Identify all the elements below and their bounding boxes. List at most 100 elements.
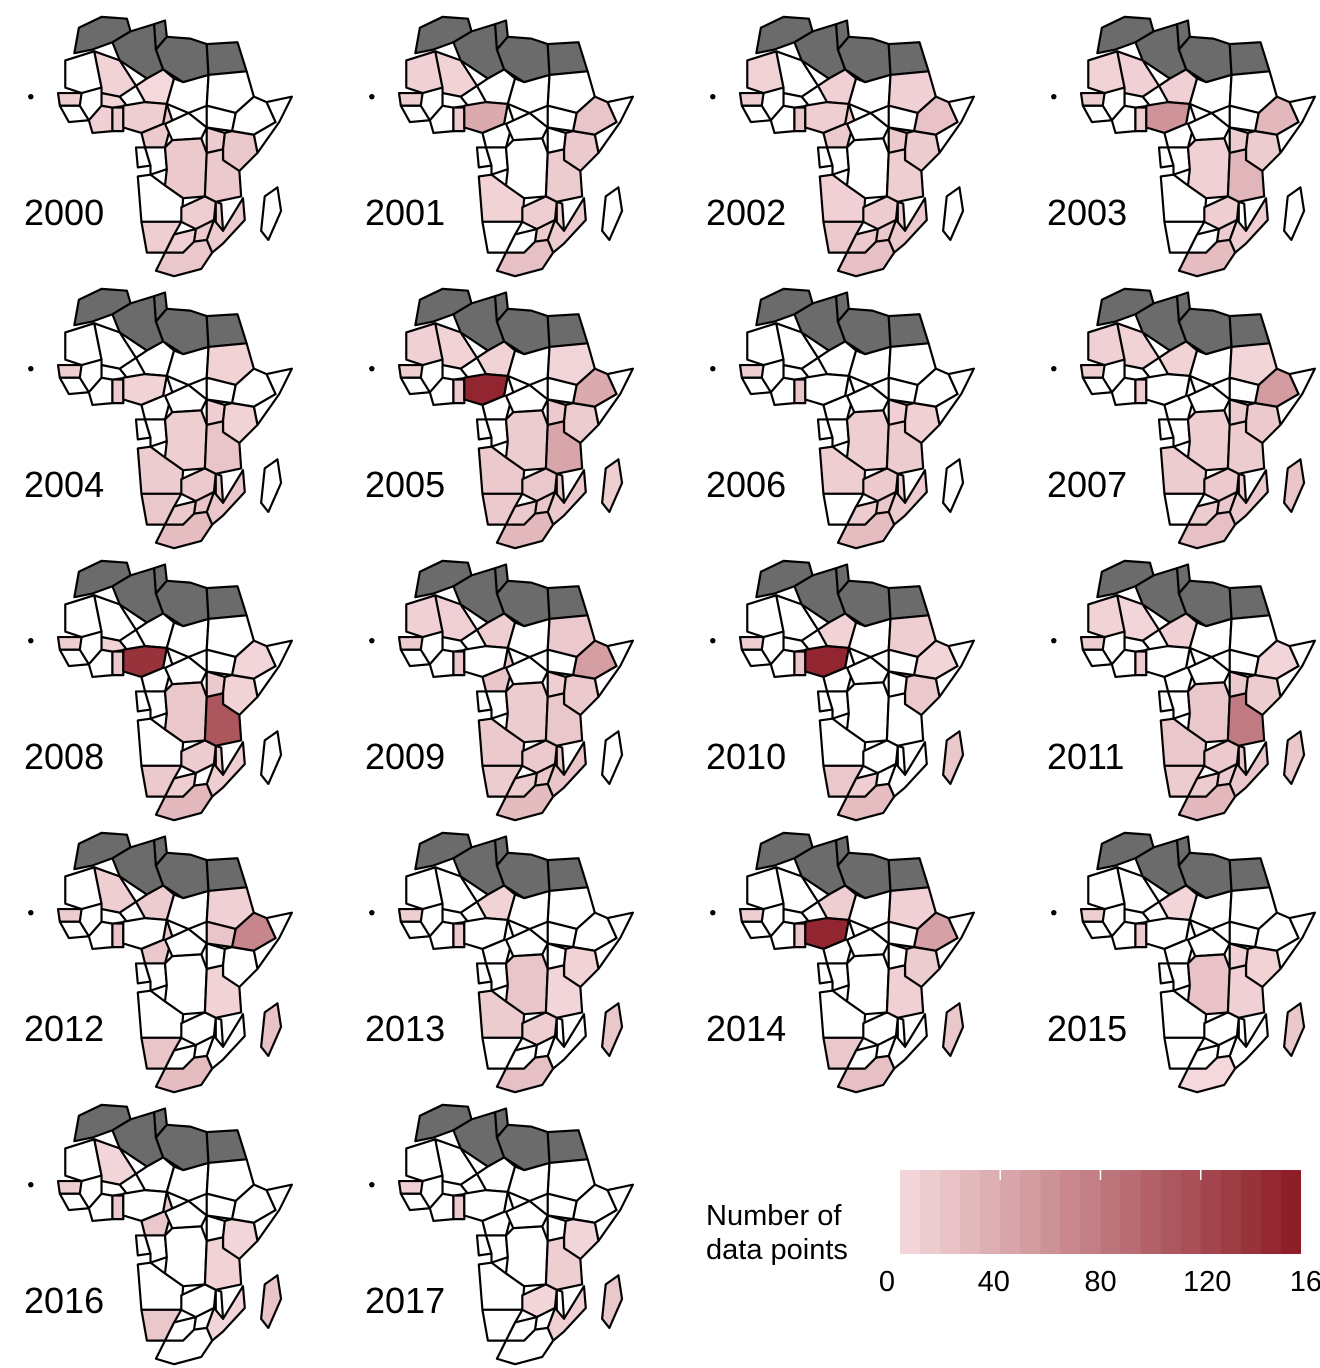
country-car: [163, 1199, 208, 1230]
country-mauritania: [405, 1138, 444, 1183]
africa-map: [28, 559, 294, 822]
country-mauritania: [1087, 594, 1126, 639]
country-mauritania: [1087, 322, 1126, 367]
country-guinea: [58, 920, 90, 940]
country-egypt: [887, 313, 930, 348]
country-car: [845, 111, 890, 142]
map-panel-2009: 2009: [341, 550, 671, 822]
map-panel-2013: 2013: [341, 822, 671, 1094]
country-mauritania: [64, 866, 103, 911]
year-label: 2004: [24, 464, 105, 505]
country-chad: [165, 889, 210, 931]
year-label: 2010: [706, 736, 787, 777]
country-guinea: [399, 1192, 431, 1212]
africa-map: [710, 831, 976, 1094]
country-south-africa: [836, 1054, 896, 1094]
map-panel-2003: 2003: [1023, 6, 1320, 278]
africa-map: [1051, 831, 1317, 1094]
country-senegal: [738, 363, 765, 379]
country-car: [504, 927, 549, 958]
country-chad: [165, 73, 210, 115]
country-ghana: [793, 378, 807, 405]
legend-swatch: [1140, 1170, 1162, 1254]
map-panel-2015: 2015: [1023, 822, 1320, 1094]
country-mauritania: [1087, 866, 1126, 911]
year-label: 2008: [24, 736, 105, 777]
country-egypt: [546, 857, 589, 892]
island-marker: [710, 365, 716, 372]
country-cote-d-ivoire: [1110, 648, 1137, 679]
country-mauritania: [64, 1138, 103, 1183]
island-marker: [28, 365, 34, 372]
island-marker: [710, 909, 716, 916]
country-car: [845, 383, 890, 414]
country-ghana: [452, 922, 466, 949]
country-mauritania: [64, 594, 103, 639]
country-cote-d-ivoire: [428, 648, 455, 679]
country-south-africa: [154, 1054, 214, 1094]
africa-map: [28, 15, 294, 278]
map-panel-2000: 2000: [0, 6, 330, 278]
country-chad: [165, 1161, 210, 1203]
country-cote-d-ivoire: [428, 920, 455, 951]
country-madagascar: [601, 458, 624, 514]
country-mauritania: [1087, 50, 1126, 95]
country-south-africa: [1177, 782, 1237, 822]
country-mauritania: [746, 594, 785, 639]
country-mauritania: [405, 322, 444, 367]
legend-tick-label: 120: [1183, 1266, 1232, 1298]
country-south-africa: [836, 238, 896, 278]
country-guinea: [399, 376, 431, 396]
country-egypt: [1228, 313, 1271, 348]
country-mauritania: [746, 322, 785, 367]
country-senegal: [397, 907, 424, 923]
country-chad: [506, 345, 551, 387]
country-car: [504, 1199, 549, 1230]
country-chad: [165, 617, 210, 659]
country-ghana: [111, 378, 125, 405]
country-mauritania: [746, 50, 785, 95]
legend-title-line1: Number of: [706, 1200, 842, 1232]
country-egypt: [887, 41, 930, 76]
africa-map: [369, 831, 635, 1094]
map-panel-2007: 2007: [1023, 278, 1320, 550]
legend-swatch: [1100, 1170, 1122, 1254]
country-senegal: [1079, 363, 1106, 379]
country-cote-d-ivoire: [428, 376, 455, 407]
country-madagascar: [601, 186, 624, 242]
country-madagascar: [260, 186, 283, 242]
country-cote-d-ivoire: [769, 648, 796, 679]
country-guinea: [58, 376, 90, 396]
year-label: 2015: [1047, 1008, 1128, 1049]
country-chad: [1188, 345, 1233, 387]
country-senegal: [1079, 907, 1106, 923]
country-car: [1186, 383, 1231, 414]
map-panel-2004: 2004: [0, 278, 330, 550]
country-car: [163, 655, 208, 686]
country-car: [163, 111, 208, 142]
legend-swatch: [1020, 1170, 1041, 1254]
country-guinea: [399, 920, 431, 940]
country-senegal: [56, 363, 83, 379]
island-marker: [369, 93, 375, 100]
country-cote-d-ivoire: [1110, 376, 1137, 407]
country-cote-d-ivoire: [769, 376, 796, 407]
country-ghana: [1134, 106, 1148, 133]
legend-swatch: [1160, 1170, 1182, 1254]
country-car: [1186, 927, 1231, 958]
legend-swatch: [1120, 1170, 1142, 1254]
country-south-africa: [1177, 1054, 1237, 1094]
country-egypt: [887, 585, 930, 620]
country-egypt: [546, 41, 589, 76]
country-egypt: [205, 313, 248, 348]
year-label: 2009: [365, 736, 446, 777]
country-south-africa: [154, 238, 214, 278]
country-chad: [506, 889, 551, 931]
country-madagascar: [1283, 730, 1306, 786]
africa-map: [710, 287, 976, 550]
country-cote-d-ivoire: [1110, 920, 1137, 951]
country-senegal: [56, 1179, 83, 1195]
island-marker: [1051, 909, 1057, 916]
country-egypt: [546, 1129, 589, 1164]
country-madagascar: [942, 1002, 965, 1058]
